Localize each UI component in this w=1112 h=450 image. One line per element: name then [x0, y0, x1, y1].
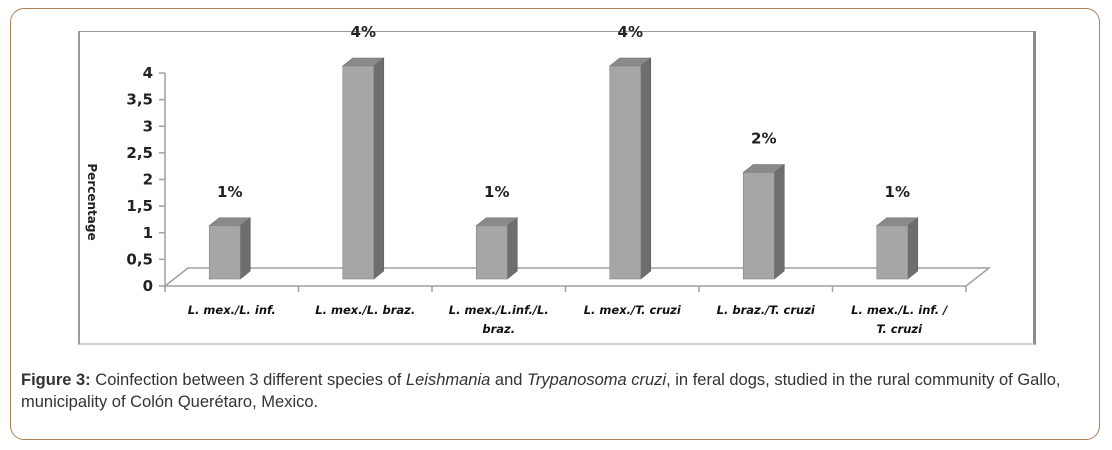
- y-tick-label: 2: [143, 171, 153, 189]
- data-label: 4%: [618, 23, 643, 41]
- y-tick-label: 2,5: [126, 144, 153, 162]
- y-tick-label: 0,5: [126, 250, 153, 268]
- bar: [341, 57, 385, 280]
- y-axis-title: Percentage: [85, 163, 99, 240]
- y-tick-label: 3: [143, 117, 153, 135]
- y-tick-label: 1: [143, 224, 153, 242]
- bar-front: [876, 225, 909, 280]
- caption-label: Figure 3:: [21, 371, 91, 389]
- y-tick-label: 4: [143, 64, 153, 82]
- data-label: 1%: [885, 183, 910, 201]
- bar-side: [640, 57, 652, 280]
- bar: [208, 217, 252, 280]
- bar-side: [239, 217, 251, 280]
- caption-italic-text: Leishmania: [405, 371, 491, 389]
- caption-text: Coinfection between 3 different species …: [21, 371, 1060, 411]
- category-label: L. mex./T. cruzi: [584, 303, 682, 317]
- bar-front: [609, 65, 642, 280]
- bar-front: [342, 65, 375, 280]
- data-label: 1%: [217, 183, 242, 201]
- bar-side: [773, 163, 785, 280]
- bar-side: [373, 57, 385, 280]
- caption-italic-text: Trypanosoma cruzi: [527, 371, 667, 389]
- bar: [742, 163, 786, 280]
- category-labels: L. mex./L. inf. L. mex./L. braz. L. mex./L…: [188, 303, 948, 336]
- caption-plain-text: , in feral dogs, studied in the rural co…: [21, 371, 1061, 411]
- bar-side: [907, 217, 919, 280]
- bar-front: [742, 172, 775, 280]
- category-label: L. braz./T. cruzi: [717, 303, 816, 317]
- bar-front: [475, 225, 508, 280]
- data-label: 2%: [751, 130, 776, 148]
- y-tick-label: 1,5: [126, 197, 153, 215]
- caption-plain-text: and: [490, 371, 528, 389]
- category-label: T. cruzi: [876, 322, 923, 336]
- floor-outline: [164, 267, 992, 287]
- bars: [208, 57, 919, 280]
- data-label: 4%: [351, 23, 376, 41]
- caption-plain-text: Coinfection between 3 different species …: [90, 371, 406, 389]
- bar: [875, 217, 919, 280]
- bar: [475, 217, 519, 280]
- x-axis: [164, 285, 967, 292]
- figure-container: [10, 8, 1100, 440]
- category-label: L. mex./L. inf.: [188, 303, 276, 317]
- category-label: L. mex./L. braz.: [315, 303, 415, 317]
- category-label: L. mex./L. inf. /: [851, 303, 948, 317]
- y-tick-label: 3,5: [126, 91, 153, 109]
- figure-caption: Figure 3: Coinfection between 3 differen…: [21, 369, 1081, 413]
- bar: [608, 57, 652, 280]
- bar-front: [208, 225, 241, 280]
- chart-floor: [164, 267, 992, 287]
- bar-side: [506, 217, 518, 280]
- category-label: braz.: [482, 322, 515, 336]
- data-labels: 1% 4% 1% 4% 2% 1%: [217, 23, 910, 201]
- y-tick-label: 0: [143, 277, 153, 295]
- y-axis: 0 0,5 1 1,5 2 2,5 3 3,5 4: [126, 64, 166, 295]
- chart-frame: [78, 31, 1036, 345]
- category-label: L. mex./L.inf./L.: [449, 303, 549, 317]
- data-label: 1%: [484, 183, 509, 201]
